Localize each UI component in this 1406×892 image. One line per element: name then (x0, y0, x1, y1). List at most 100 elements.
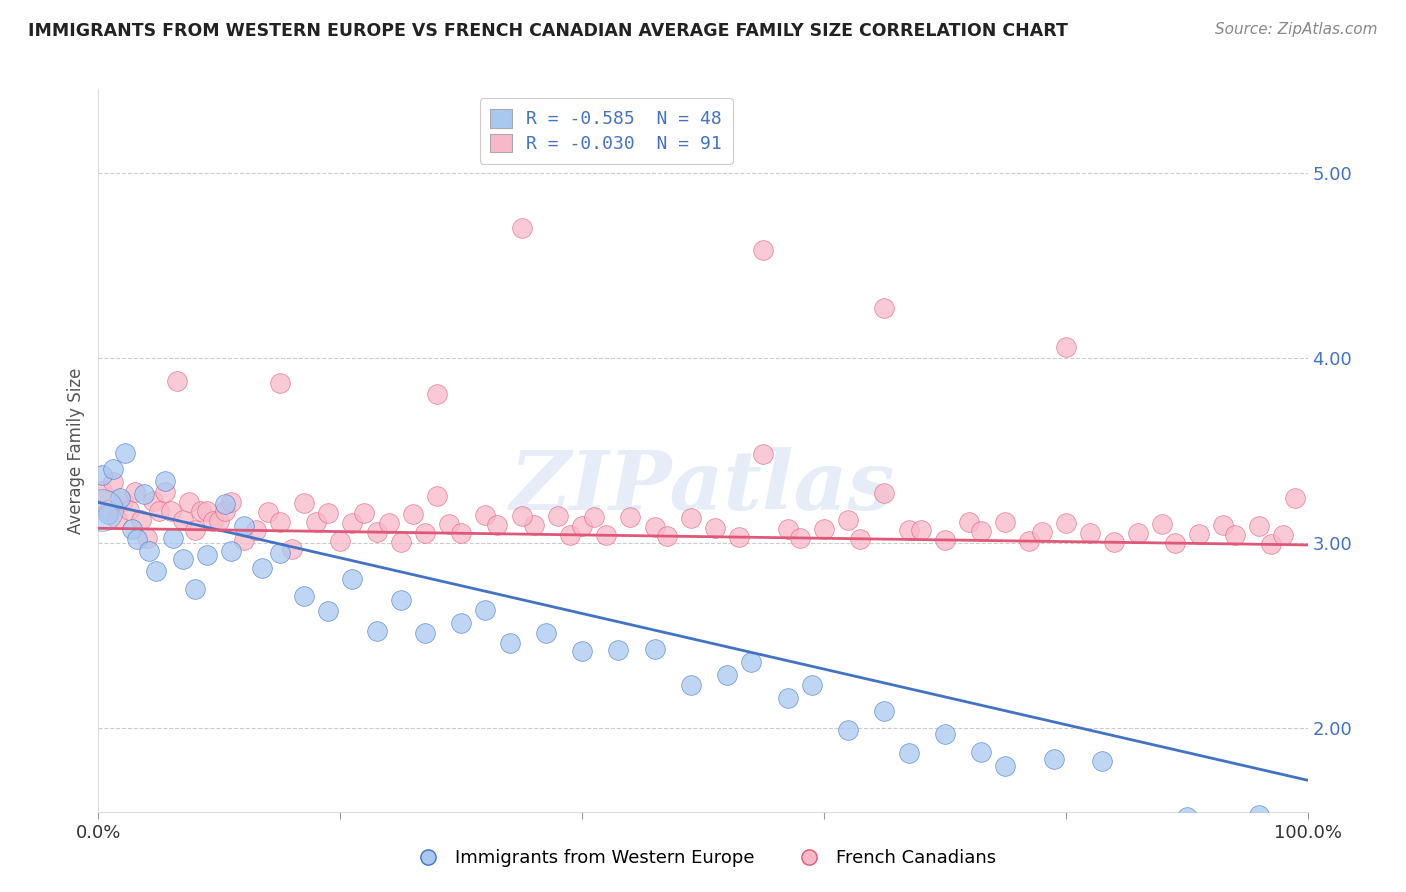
Text: IMMIGRANTS FROM WESTERN EUROPE VS FRENCH CANADIAN AVERAGE FAMILY SIZE CORRELATIO: IMMIGRANTS FROM WESTERN EUROPE VS FRENCH… (28, 22, 1069, 40)
Point (800, 678, 823, 692)
Point (523, 518, 546, 533)
Point (97, 507, 120, 521)
Point (134, 487, 156, 501)
Point (1054, 516, 1077, 530)
Point (776, 522, 799, 536)
Point (644, 519, 666, 533)
Point (934, 533, 956, 547)
Point (142, 494, 165, 508)
Point (118, 503, 141, 517)
Point (101, 461, 124, 475)
Point (583, 509, 606, 524)
Point (179, 494, 201, 508)
Point (970, 524, 993, 538)
Point (162, 531, 184, 545)
Point (377, 516, 399, 530)
Point (1031, 524, 1053, 539)
Point (595, 528, 617, 542)
Point (1260, 537, 1282, 551)
Point (897, 747, 920, 761)
Y-axis label: Average Family Size: Average Family Size (66, 368, 84, 533)
Point (160, 504, 183, 518)
Point (124, 484, 146, 499)
Point (269, 376, 291, 390)
Point (873, 704, 896, 718)
Point (619, 510, 641, 524)
Point (1188, 527, 1211, 541)
Point (534, 626, 557, 640)
Point (153, 474, 176, 488)
Point (1212, 518, 1234, 533)
Point (342, 572, 364, 586)
Point (91, 484, 114, 499)
Point (190, 504, 212, 518)
Point (1223, 527, 1246, 541)
Point (208, 514, 231, 528)
Point (232, 533, 254, 547)
Point (1128, 526, 1150, 541)
Point (450, 526, 472, 541)
Point (873, 485, 896, 500)
Point (1091, 754, 1114, 768)
Point (195, 548, 218, 562)
Point (1152, 517, 1174, 532)
Point (994, 759, 1017, 773)
Point (256, 505, 278, 519)
Point (402, 507, 425, 521)
Point (138, 544, 160, 558)
Point (1284, 491, 1306, 506)
Point (232, 519, 254, 533)
Point (129, 513, 152, 527)
Point (1042, 752, 1064, 766)
Point (329, 533, 352, 548)
Point (716, 667, 738, 681)
Point (1249, 518, 1271, 533)
Point (292, 589, 315, 603)
Point (752, 244, 775, 258)
Point (571, 643, 593, 657)
Point (366, 525, 388, 540)
Point (776, 690, 799, 705)
Point (910, 524, 932, 538)
Point (1018, 534, 1040, 549)
Text: Source: ZipAtlas.com: Source: ZipAtlas.com (1215, 22, 1378, 37)
Point (498, 636, 520, 650)
Point (269, 546, 291, 560)
Point (121, 522, 143, 536)
Point (342, 516, 364, 530)
Point (450, 615, 472, 630)
Point (510, 221, 533, 235)
Point (934, 727, 956, 741)
Point (655, 529, 678, 543)
Point (389, 592, 412, 607)
Point (292, 496, 315, 510)
Legend: R = -0.585  N = 48, R = -0.030  N = 91: R = -0.585 N = 48, R = -0.030 N = 91 (479, 98, 733, 164)
Point (108, 491, 131, 505)
Point (153, 485, 176, 500)
Point (281, 542, 304, 557)
Point (111, 493, 134, 508)
Point (97, 503, 120, 517)
Point (752, 447, 775, 461)
Point (1054, 340, 1077, 354)
Point (970, 744, 993, 758)
Point (426, 489, 449, 503)
Point (1163, 536, 1185, 550)
Point (607, 642, 630, 657)
Point (571, 518, 593, 533)
Point (172, 551, 194, 566)
Point (558, 528, 581, 542)
Point (91, 468, 114, 483)
Point (413, 626, 436, 640)
Point (547, 509, 569, 524)
Point (789, 531, 811, 545)
Point (305, 515, 328, 529)
Point (166, 374, 188, 388)
Point (214, 497, 236, 511)
Point (897, 523, 920, 537)
Point (740, 655, 762, 669)
Point (679, 678, 702, 692)
Point (704, 520, 727, 534)
Point (644, 641, 666, 656)
Point (184, 582, 207, 597)
